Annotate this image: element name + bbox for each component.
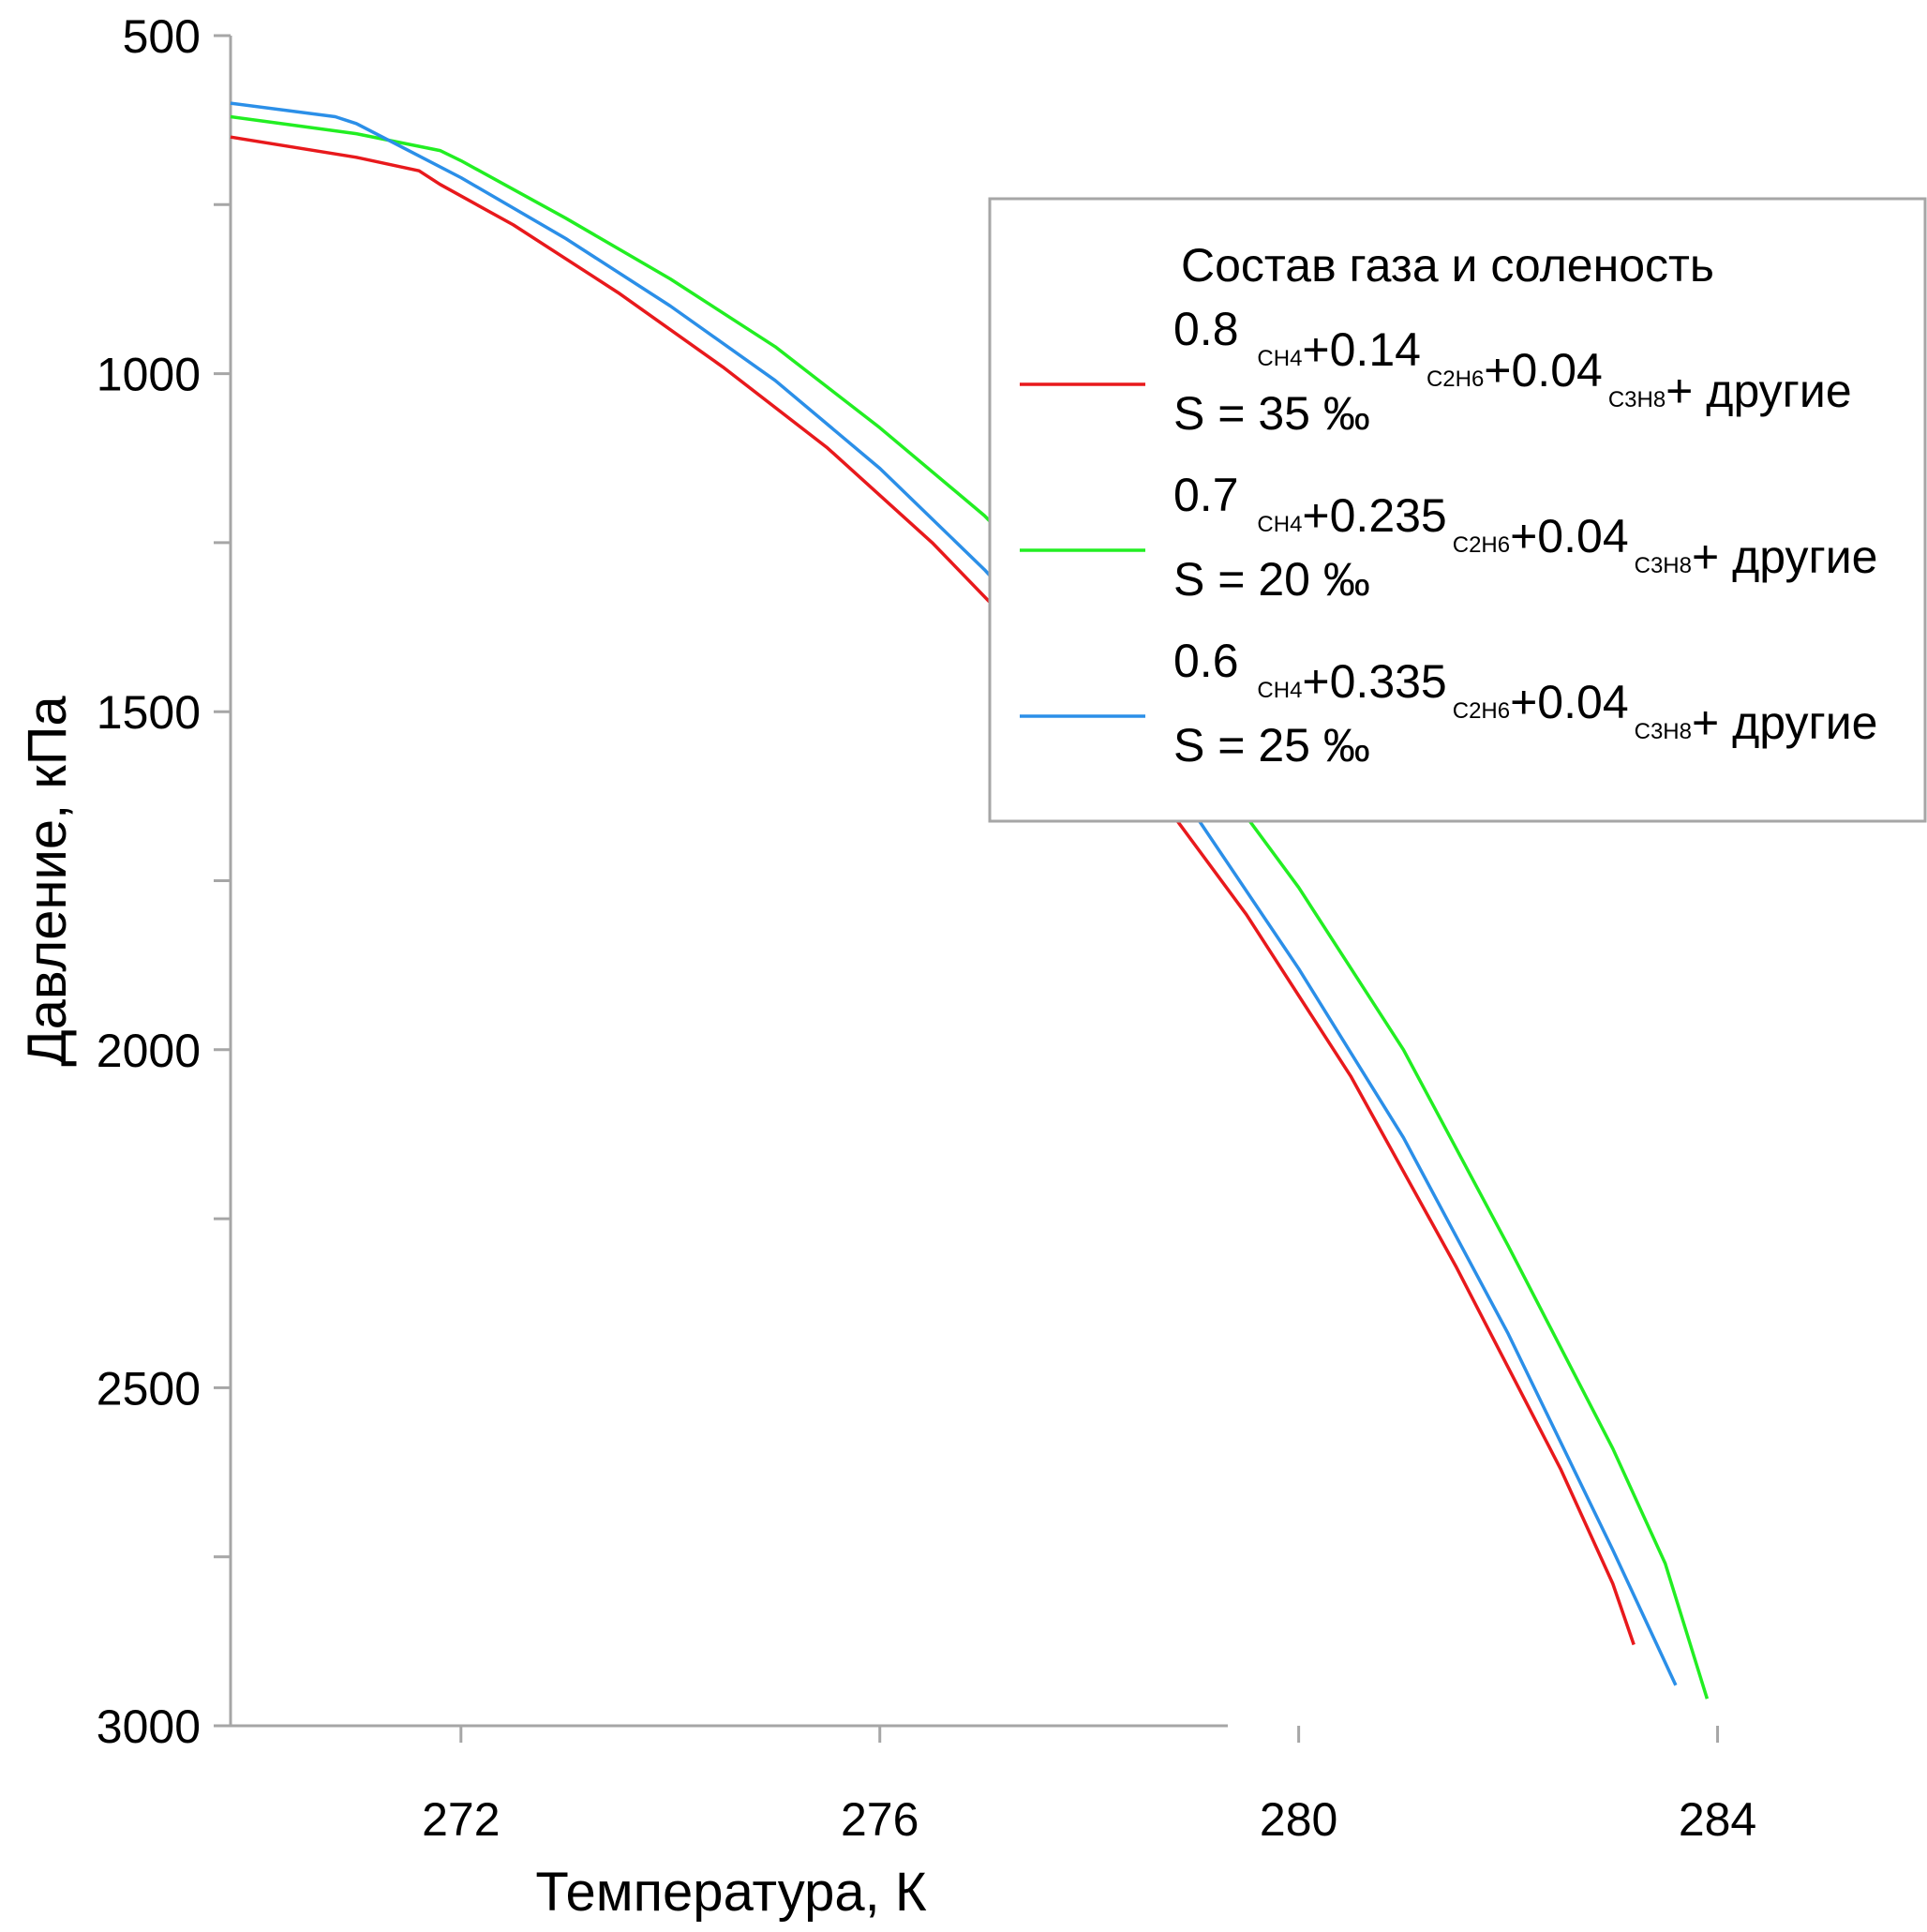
y-tick-label: 2000	[97, 1025, 201, 1077]
legend-title: Состав газа и соленость	[1181, 239, 1714, 292]
legend-salinity-1: S = 35 ‰	[1173, 387, 1370, 440]
legend-label-1: 0.8 CH4+0.14C2H6+0.04C3H8+ другие	[1173, 303, 1852, 417]
legend-label-2: 0.7 CH4+0.235C2H6+0.04C3H8+ другие	[1173, 469, 1877, 583]
x-axis-title: Температура, К	[535, 1862, 927, 1923]
series-line-3	[230, 101, 1678, 1686]
x-tick-label: 276	[841, 1793, 919, 1846]
y-tick-label: 1000	[97, 349, 201, 401]
y-tick-label: 500	[123, 10, 201, 63]
legend-salinity-3: S = 25 ‰	[1173, 719, 1370, 771]
legend-salinity-2: S = 20 ‰	[1173, 553, 1370, 606]
series-line-1	[230, 135, 1636, 1646]
legend: Состав газа и соленость 0.8 CH4+0.14C2H6+…	[988, 197, 1927, 823]
y-tick-label: 1500	[97, 686, 201, 739]
y-tick-label: 3000	[97, 1700, 201, 1753]
legend-box	[988, 197, 1927, 823]
y-tick-label: 2500	[97, 1362, 201, 1415]
x-tick-label: 272	[422, 1793, 500, 1846]
y-axis-title: Давление, кПа	[17, 696, 78, 1067]
series-lines	[230, 101, 1710, 1700]
series-line-2	[230, 114, 1710, 1700]
x-tick-label: 284	[1679, 1793, 1756, 1846]
x-tick-label: 280	[1260, 1793, 1337, 1846]
axes: 500 1000 1500 2000 2500 3000 272 276 280 284	[97, 10, 1756, 1846]
legend-label-3: 0.6 CH4+0.335C2H6+0.04C3H8+ другие	[1173, 635, 1877, 749]
